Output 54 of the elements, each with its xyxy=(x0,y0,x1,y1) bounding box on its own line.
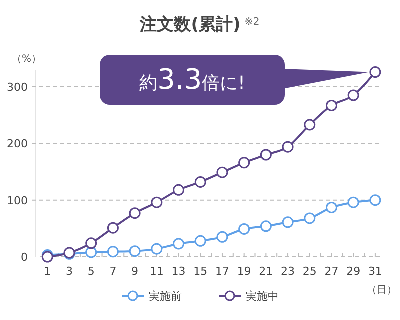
legend-label: 実施前 xyxy=(149,290,182,303)
chart-title: 注文数(累計)$^{※2}$ xyxy=(139,15,260,35)
x-tick-label: 5 xyxy=(88,265,95,278)
point xyxy=(260,220,272,232)
y-tick-label: 100 xyxy=(7,194,28,208)
x-tick-label: 9 xyxy=(132,265,139,278)
x-tick-label: 25 xyxy=(302,265,317,278)
point xyxy=(348,196,360,208)
x-tick-label: 19 xyxy=(237,265,252,278)
x-tick-label: 27 xyxy=(324,265,339,278)
point xyxy=(260,149,272,161)
point xyxy=(238,157,250,169)
y-tick-label: 200 xyxy=(7,138,28,151)
point xyxy=(151,196,163,208)
point xyxy=(326,202,338,214)
x-tick-label: 17 xyxy=(215,265,230,278)
x-tick-label: 1 xyxy=(44,265,52,278)
point xyxy=(173,238,185,250)
point xyxy=(216,231,228,243)
y-axis-title: （%） xyxy=(12,54,42,65)
x-tick-label: 23 xyxy=(281,265,296,278)
point xyxy=(129,208,141,220)
point xyxy=(304,119,316,131)
x-tick-label: 11 xyxy=(150,265,164,278)
point xyxy=(370,66,382,78)
x-tick-label: 29 xyxy=(346,265,361,278)
annotation: 約3.3倍に! xyxy=(140,63,246,96)
point xyxy=(129,246,141,258)
x-tick-label: 21 xyxy=(259,265,274,278)
point xyxy=(304,212,316,224)
point xyxy=(173,184,185,196)
point xyxy=(194,176,206,188)
point xyxy=(282,141,294,153)
x-axis-title: （日） xyxy=(367,285,397,296)
point xyxy=(326,100,338,112)
legend-label: 実施中 xyxy=(246,290,279,303)
point xyxy=(86,246,98,258)
y-tick-label: 300 xyxy=(7,81,28,94)
point xyxy=(282,216,294,228)
point xyxy=(370,194,382,206)
x-tick-label: 7 xyxy=(110,265,117,278)
point xyxy=(238,223,250,235)
point xyxy=(107,222,119,234)
point xyxy=(348,90,360,102)
y-tick-label: 0 xyxy=(21,251,28,264)
point xyxy=(216,166,228,178)
x-tick-label: 31 xyxy=(368,265,382,278)
point xyxy=(107,246,119,258)
point xyxy=(194,235,206,247)
point xyxy=(151,243,163,255)
point xyxy=(86,238,98,250)
x-tick-label: 13 xyxy=(172,265,186,278)
x-tick-label: 15 xyxy=(194,265,208,278)
x-tick-label: 3 xyxy=(66,265,73,278)
